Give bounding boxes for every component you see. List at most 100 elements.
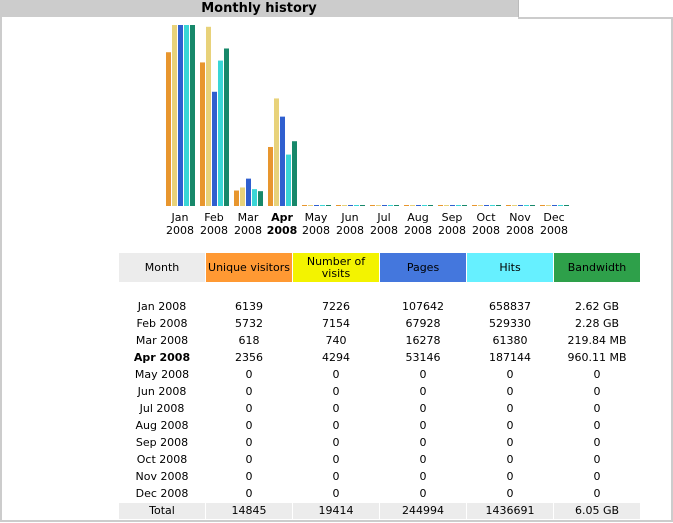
month-label-may: May 2008 <box>299 211 333 237</box>
table-cell: Jul 2008 <box>119 401 205 418</box>
table-row: Nov 2008 0 0 0 0 0 <box>119 469 640 486</box>
table-cell: 0 <box>293 435 379 452</box>
month-label-name: Oct <box>476 211 496 224</box>
bar-number-of-visits-feb-2008 <box>206 26 211 207</box>
month-label-name: Feb <box>204 211 224 224</box>
month-label-year: 2008 <box>302 224 330 237</box>
table-cell: Dec 2008 <box>119 486 205 503</box>
table-cell: 0 <box>206 384 292 401</box>
bar-number-of-visits-jul-2008 <box>376 205 381 206</box>
bar-pages-sep-2008 <box>450 205 455 206</box>
bar-pages-aug-2008 <box>416 205 421 206</box>
table-cell: 0 <box>206 418 292 435</box>
section-header-bar <box>0 0 519 17</box>
bar-pages-nov-2008 <box>518 205 523 206</box>
table-cell: 0 <box>380 367 466 384</box>
table-cell: 2356 <box>206 350 292 367</box>
bar-bandwidth-may-2008 <box>326 205 331 206</box>
table-cell: 0 <box>467 401 553 418</box>
month-label-jan: Jan 2008 <box>163 211 197 237</box>
table-cell: 0 <box>467 418 553 435</box>
table-cell: 67928 <box>380 316 466 333</box>
bar-unique-visitors-jun-2008 <box>336 205 341 206</box>
bar-unique-visitors-oct-2008 <box>472 205 477 206</box>
table-row: Sep 2008 0 0 0 0 0 <box>119 435 640 452</box>
bar-bandwidth-jul-2008 <box>394 205 399 206</box>
bar-hits-aug-2008 <box>422 205 427 206</box>
table-cell: 0 <box>206 486 292 503</box>
month-label-name: Apr <box>271 211 293 224</box>
bar-hits-jul-2008 <box>388 205 393 206</box>
month-label-name: Jun <box>341 211 359 224</box>
table-cell: 0 <box>554 435 640 452</box>
table-cell: 7154 <box>293 316 379 333</box>
month-label-feb: Feb 2008 <box>197 211 231 237</box>
table-cell: 0 <box>293 418 379 435</box>
table-cell: 0 <box>380 452 466 469</box>
table-cell: 0 <box>293 469 379 486</box>
month-label-year: 2008 <box>370 224 398 237</box>
table-cell: 0 <box>380 435 466 452</box>
table-cell: 5732 <box>206 316 292 333</box>
table-header-row: Month Unique visitors Number of visits P… <box>119 253 640 282</box>
table-cell: Jun 2008 <box>119 384 205 401</box>
month-label-name: Nov <box>509 211 531 224</box>
table-row: Apr 2008 2356 4294 53146 187144 960.11 MB <box>119 350 640 367</box>
bar-bandwidth-oct-2008 <box>496 205 501 206</box>
bar-unique-visitors-jul-2008 <box>370 205 375 206</box>
table-cell: 0 <box>467 384 553 401</box>
bar-pages-apr-2008 <box>280 116 285 206</box>
bar-unique-visitors-apr-2008 <box>268 146 273 206</box>
bar-number-of-visits-apr-2008 <box>274 98 279 206</box>
header-pages: Pages <box>380 253 466 282</box>
month-label-year: 2008 <box>540 224 568 237</box>
header-hits: Hits <box>467 253 553 282</box>
table-cell: 0 <box>206 367 292 384</box>
table-cell: 618 <box>206 333 292 350</box>
table-row: Feb 2008 5732 7154 67928 529330 2.28 GB <box>119 316 640 333</box>
month-label-year: 2008 <box>266 224 298 237</box>
bar-pages-dec-2008 <box>552 205 557 206</box>
spacer-cell <box>119 282 205 299</box>
table-cell: Jan 2008 <box>119 299 205 316</box>
table-cell: 7226 <box>293 299 379 316</box>
table-row: May 2008 0 0 0 0 0 <box>119 367 640 384</box>
bar-unique-visitors-mar-2008 <box>234 190 239 206</box>
spacer-cell <box>206 282 292 299</box>
table-cell: May 2008 <box>119 367 205 384</box>
total-cell: 244994 <box>380 503 466 520</box>
spacer-cell <box>467 282 553 299</box>
table-row: Dec 2008 0 0 0 0 0 <box>119 486 640 503</box>
table-cell: 0 <box>554 384 640 401</box>
table-cell: 0 <box>206 469 292 486</box>
month-label-jul: Jul 2008 <box>367 211 401 237</box>
table-cell: 0 <box>380 486 466 503</box>
table-row: Mar 2008 618 740 16278 61380 219.84 MB <box>119 333 640 350</box>
table-cell: 187144 <box>467 350 553 367</box>
bar-hits-may-2008 <box>320 205 325 206</box>
month-label-name: Jul <box>377 211 391 224</box>
month-label-year: 2008 <box>166 224 194 237</box>
table-cell: 740 <box>293 333 379 350</box>
total-label: Total <box>119 503 205 520</box>
table-cell: 0 <box>293 452 379 469</box>
bar-unique-visitors-nov-2008 <box>506 205 511 206</box>
table-cell: 0 <box>293 401 379 418</box>
month-label-year: 2008 <box>336 224 364 237</box>
month-label-nov: Nov 2008 <box>503 211 537 237</box>
spacer-cell <box>380 282 466 299</box>
header-month: Month <box>119 253 205 282</box>
bar-unique-visitors-may-2008 <box>302 205 307 206</box>
bar-bandwidth-jan-2008 <box>190 25 195 206</box>
table-cell: 219.84 MB <box>554 333 640 350</box>
table-cell: 960.11 MB <box>554 350 640 367</box>
bar-pages-oct-2008 <box>484 205 489 206</box>
month-label-name: Sep <box>441 211 463 224</box>
table-cell: 0 <box>554 401 640 418</box>
spacer-cell <box>554 282 640 299</box>
table-cell: 2.62 GB <box>554 299 640 316</box>
total-cell: 1436691 <box>467 503 553 520</box>
header-number-of-visits: Number of visits <box>293 253 379 282</box>
table-cell: 4294 <box>293 350 379 367</box>
bar-pages-jun-2008 <box>348 205 353 206</box>
